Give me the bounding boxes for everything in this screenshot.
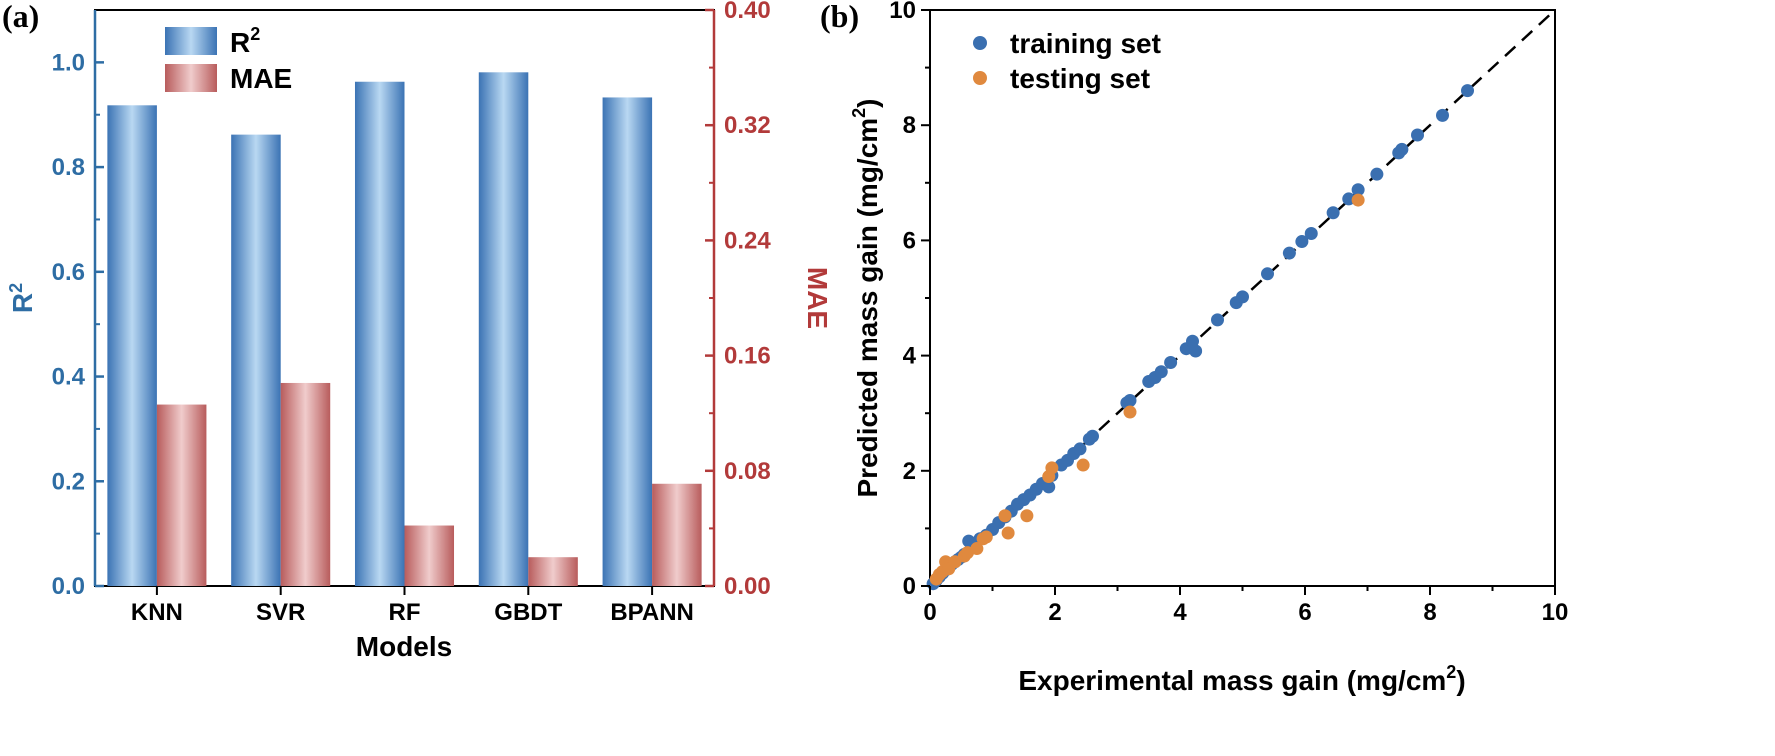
bar-r2-svr: [231, 134, 281, 586]
scatter-point-testing-set: [998, 509, 1012, 523]
scatter-point-testing-set: [948, 555, 962, 569]
panel-a-legend: R2 MAE: [165, 24, 292, 94]
panel-b-legend: training set testing set: [973, 28, 1161, 94]
scatter-point-training-set: [1211, 313, 1224, 327]
y-tick-label: 10: [889, 0, 916, 24]
left-y-tick-label: 0.6: [52, 259, 85, 286]
x-tick-label: SVR: [256, 599, 305, 626]
panel-b-x-axis-title: Experimental mass gain (mg/cm2): [1018, 662, 1465, 696]
bar-r2-rf: [354, 81, 405, 586]
panel-a-x-axis-title: Models: [356, 631, 452, 662]
panel-a-right-y-axis-title: MAE: [802, 267, 833, 329]
scatter-point-training-set: [1189, 344, 1203, 358]
bar-mae-gbdt: [528, 557, 578, 586]
scatter-point-training-set: [1164, 356, 1178, 370]
panel-b-label: (b): [820, 0, 859, 34]
right-y-tick-label: 0.08: [724, 458, 771, 485]
x-tick-label: 10: [1542, 599, 1569, 626]
scatter-point-training-set: [1073, 442, 1087, 456]
bar-mae-knn: [156, 404, 207, 586]
x-tick-label: 0: [923, 599, 936, 626]
legend-swatch-mae: [165, 64, 217, 92]
scatter-point-training-set: [1236, 290, 1249, 304]
bar-mae-rf: [404, 525, 455, 586]
x-tick-label: 2: [1048, 599, 1061, 626]
x-tick-label: BPANN: [610, 599, 694, 626]
scatter-point-testing-set: [1020, 509, 1034, 523]
scatter-point-training-set: [1411, 128, 1424, 142]
legend-label-training-set: training set: [1010, 28, 1161, 59]
x-tick-label: 6: [1298, 599, 1311, 626]
scatter-point-training-set: [1395, 142, 1409, 156]
panel-a-bar-chart: (a) 0.0 0.2 0.4 0.6 0.8 1.0 0.00 0.08 0.16 0.24 0…: [2, 0, 833, 662]
right-y-tick-label: 0.32: [724, 112, 771, 139]
scatter-point-training-set: [1295, 235, 1309, 249]
scatter-point-training-set: [1042, 480, 1056, 494]
scatter-point-testing-set: [1351, 193, 1365, 207]
left-y-tick-label: 0.8: [52, 154, 85, 181]
legend-marker-testing-set: [973, 71, 987, 85]
panel-a-left-y-axis-title: R2: [6, 283, 38, 313]
legend-label-testing-set: testing set: [1010, 63, 1150, 94]
legend-label-r2: R2: [230, 24, 260, 58]
scatter-point-testing-set: [970, 542, 984, 556]
right-y-tick-label: 0.00: [724, 573, 771, 600]
x-tick-label: GBDT: [494, 599, 562, 626]
x-tick-label: 4: [1173, 599, 1187, 626]
y-tick-label: 6: [903, 227, 916, 254]
left-y-tick-label: 0.2: [52, 468, 85, 495]
scatter-point-testing-set: [1045, 461, 1059, 475]
scatter-point-training-set: [1282, 246, 1296, 260]
left-y-tick-label: 0.0: [52, 573, 85, 600]
scatter-point-training-set: [1351, 183, 1365, 197]
bar-r2-bpann: [602, 97, 653, 587]
scatter-point-training-set: [1304, 226, 1318, 240]
left-y-tick-label: 1.0: [52, 49, 85, 76]
y-tick-label: 2: [903, 458, 916, 485]
panel-b-y-axis-title: Predicted mass gain (mg/cm2): [849, 98, 883, 497]
bar-r2-gbdt: [478, 72, 529, 586]
scatter-point-training-set: [1186, 334, 1199, 348]
y-tick-label: 8: [903, 112, 916, 139]
scatter-point-training-set: [1123, 394, 1137, 408]
panel-b-scatter-plot: (b) 0 2 4 6 8 10 0 2 4 6 8 10 Experimental mass ga…: [820, 0, 1568, 696]
scatter-point-testing-set: [1076, 458, 1090, 472]
scatter-point-testing-set: [1123, 405, 1137, 419]
scatter-point-testing-set: [979, 530, 993, 544]
y-tick-label: 4: [903, 343, 917, 370]
scatter-point-testing-set: [1001, 526, 1015, 540]
x-tick-label: KNN: [131, 599, 183, 626]
x-tick-label: 8: [1423, 599, 1436, 626]
right-y-tick-label: 0.40: [724, 0, 771, 24]
panel-a-label: (a): [2, 0, 39, 34]
scatter-point-training-set: [1461, 84, 1474, 98]
legend-label-mae: MAE: [230, 63, 292, 94]
x-tick-label: RF: [389, 599, 421, 626]
scatter-point-training-set: [1370, 167, 1384, 181]
legend-swatch-r2: [165, 27, 217, 55]
right-y-tick-label: 0.16: [724, 343, 771, 370]
scatter-point-training-set: [1326, 206, 1340, 220]
bar-mae-svr: [280, 382, 331, 586]
bar-r2-knn: [107, 105, 157, 586]
left-y-tick-label: 0.4: [52, 364, 86, 391]
scatter-point-training-set: [1436, 108, 1449, 122]
scatter-point-training-set: [1261, 267, 1274, 281]
y-tick-label: 0: [903, 573, 916, 600]
legend-marker-training-set: [973, 36, 987, 50]
right-y-tick-label: 0.24: [724, 227, 771, 254]
scatter-point-training-set: [1086, 429, 1099, 443]
scatter-point-training-set: [1154, 365, 1168, 379]
bar-mae-bpann: [652, 483, 702, 586]
